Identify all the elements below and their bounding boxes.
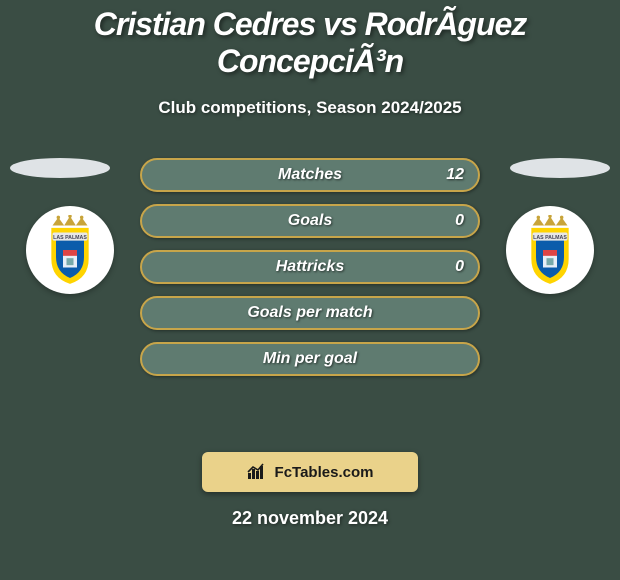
club-badge-left: LAS PALMAS [26,206,114,294]
stat-bars: Matches 12 Goals 0 Hattricks 0 Goals per… [140,158,480,376]
subtitle: Club competitions, Season 2024/2025 [0,98,620,118]
comparison-stage: LAS PALMAS LAS PALMAS Matches [0,158,620,438]
stat-label: Min per goal [263,350,357,368]
page-title: Cristian Cedres vs RodrÃ­guez ConcepciÃ³… [0,0,620,80]
stat-bar-goals-per-match: Goals per match [140,296,480,330]
svg-text:LAS PALMAS: LAS PALMAS [533,235,567,241]
stat-bar-matches: Matches 12 [140,158,480,192]
club-crest-icon: LAS PALMAS [515,215,585,285]
stat-label: Matches [278,166,342,184]
stat-label: Goals [288,212,332,230]
stat-bar-goals: Goals 0 [140,204,480,238]
stat-bar-min-per-goal: Min per goal [140,342,480,376]
stat-value-right: 0 [455,212,464,230]
brand-text: FcTables.com [275,464,374,481]
club-badge-right: LAS PALMAS [506,206,594,294]
stat-label: Goals per match [247,304,372,322]
player-avatar-right [510,158,610,178]
stat-value-right: 12 [446,166,464,184]
stat-label: Hattricks [276,258,344,276]
brand-box: FcTables.com [202,452,418,492]
stat-bar-hattricks: Hattricks 0 [140,250,480,284]
svg-text:LAS PALMAS: LAS PALMAS [53,235,87,241]
stat-value-right: 0 [455,258,464,276]
bar-chart-icon [247,463,269,481]
player-avatar-left [10,158,110,178]
club-crest-icon: LAS PALMAS [35,215,105,285]
date-line: 22 november 2024 [0,508,620,529]
